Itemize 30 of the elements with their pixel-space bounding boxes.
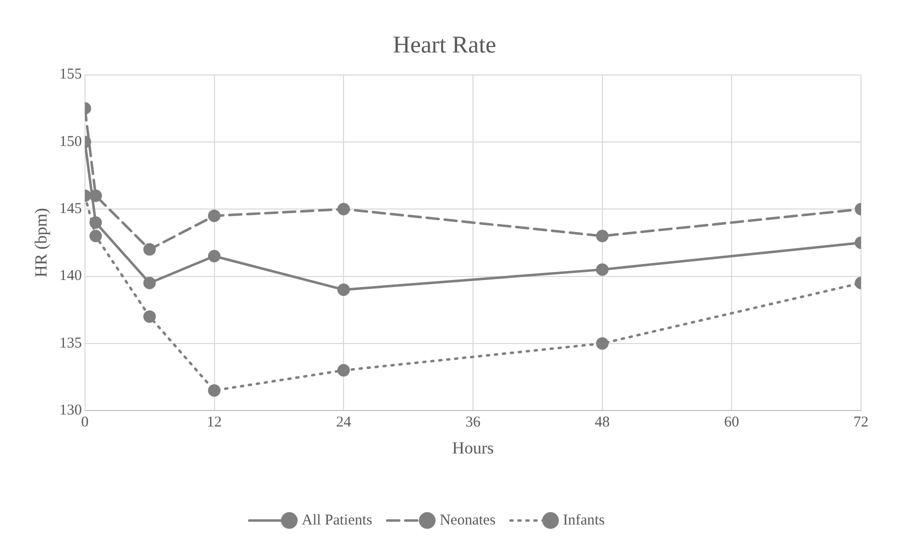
y-axis-title: HR (bpm) bbox=[32, 208, 51, 278]
y-tick-label: 150 bbox=[59, 134, 82, 150]
point bbox=[208, 384, 220, 397]
legend-label: All Patients bbox=[302, 512, 372, 528]
y-tick-label: 155 bbox=[59, 66, 82, 83]
x-tick-label: 48 bbox=[594, 414, 610, 431]
point bbox=[337, 202, 350, 216]
y-tick-label: 145 bbox=[59, 201, 82, 218]
point bbox=[337, 364, 350, 377]
y-tick-label: 140 bbox=[59, 268, 82, 284]
x-tick-label: 60 bbox=[724, 414, 740, 431]
point bbox=[143, 276, 156, 290]
legend-label: Neonates bbox=[440, 512, 496, 528]
point bbox=[208, 210, 220, 222]
point bbox=[143, 310, 156, 323]
y-tick-label: 130 bbox=[59, 402, 82, 419]
chart-title: Heart Rate bbox=[392, 32, 496, 59]
point bbox=[89, 216, 102, 229]
point bbox=[337, 283, 350, 296]
x-tick-label: 72 bbox=[854, 414, 868, 431]
point bbox=[143, 243, 156, 256]
x-axis-title: Hours bbox=[452, 438, 494, 458]
y-tick-label: 135 bbox=[59, 335, 82, 352]
point bbox=[89, 230, 102, 242]
x-tick-label: 36 bbox=[465, 414, 481, 431]
legend-label: Infants bbox=[563, 512, 605, 528]
x-tick-label: 24 bbox=[336, 414, 352, 431]
x-tick-label: 12 bbox=[206, 414, 222, 431]
point bbox=[208, 250, 220, 262]
x-tick-label: 0 bbox=[81, 414, 89, 431]
